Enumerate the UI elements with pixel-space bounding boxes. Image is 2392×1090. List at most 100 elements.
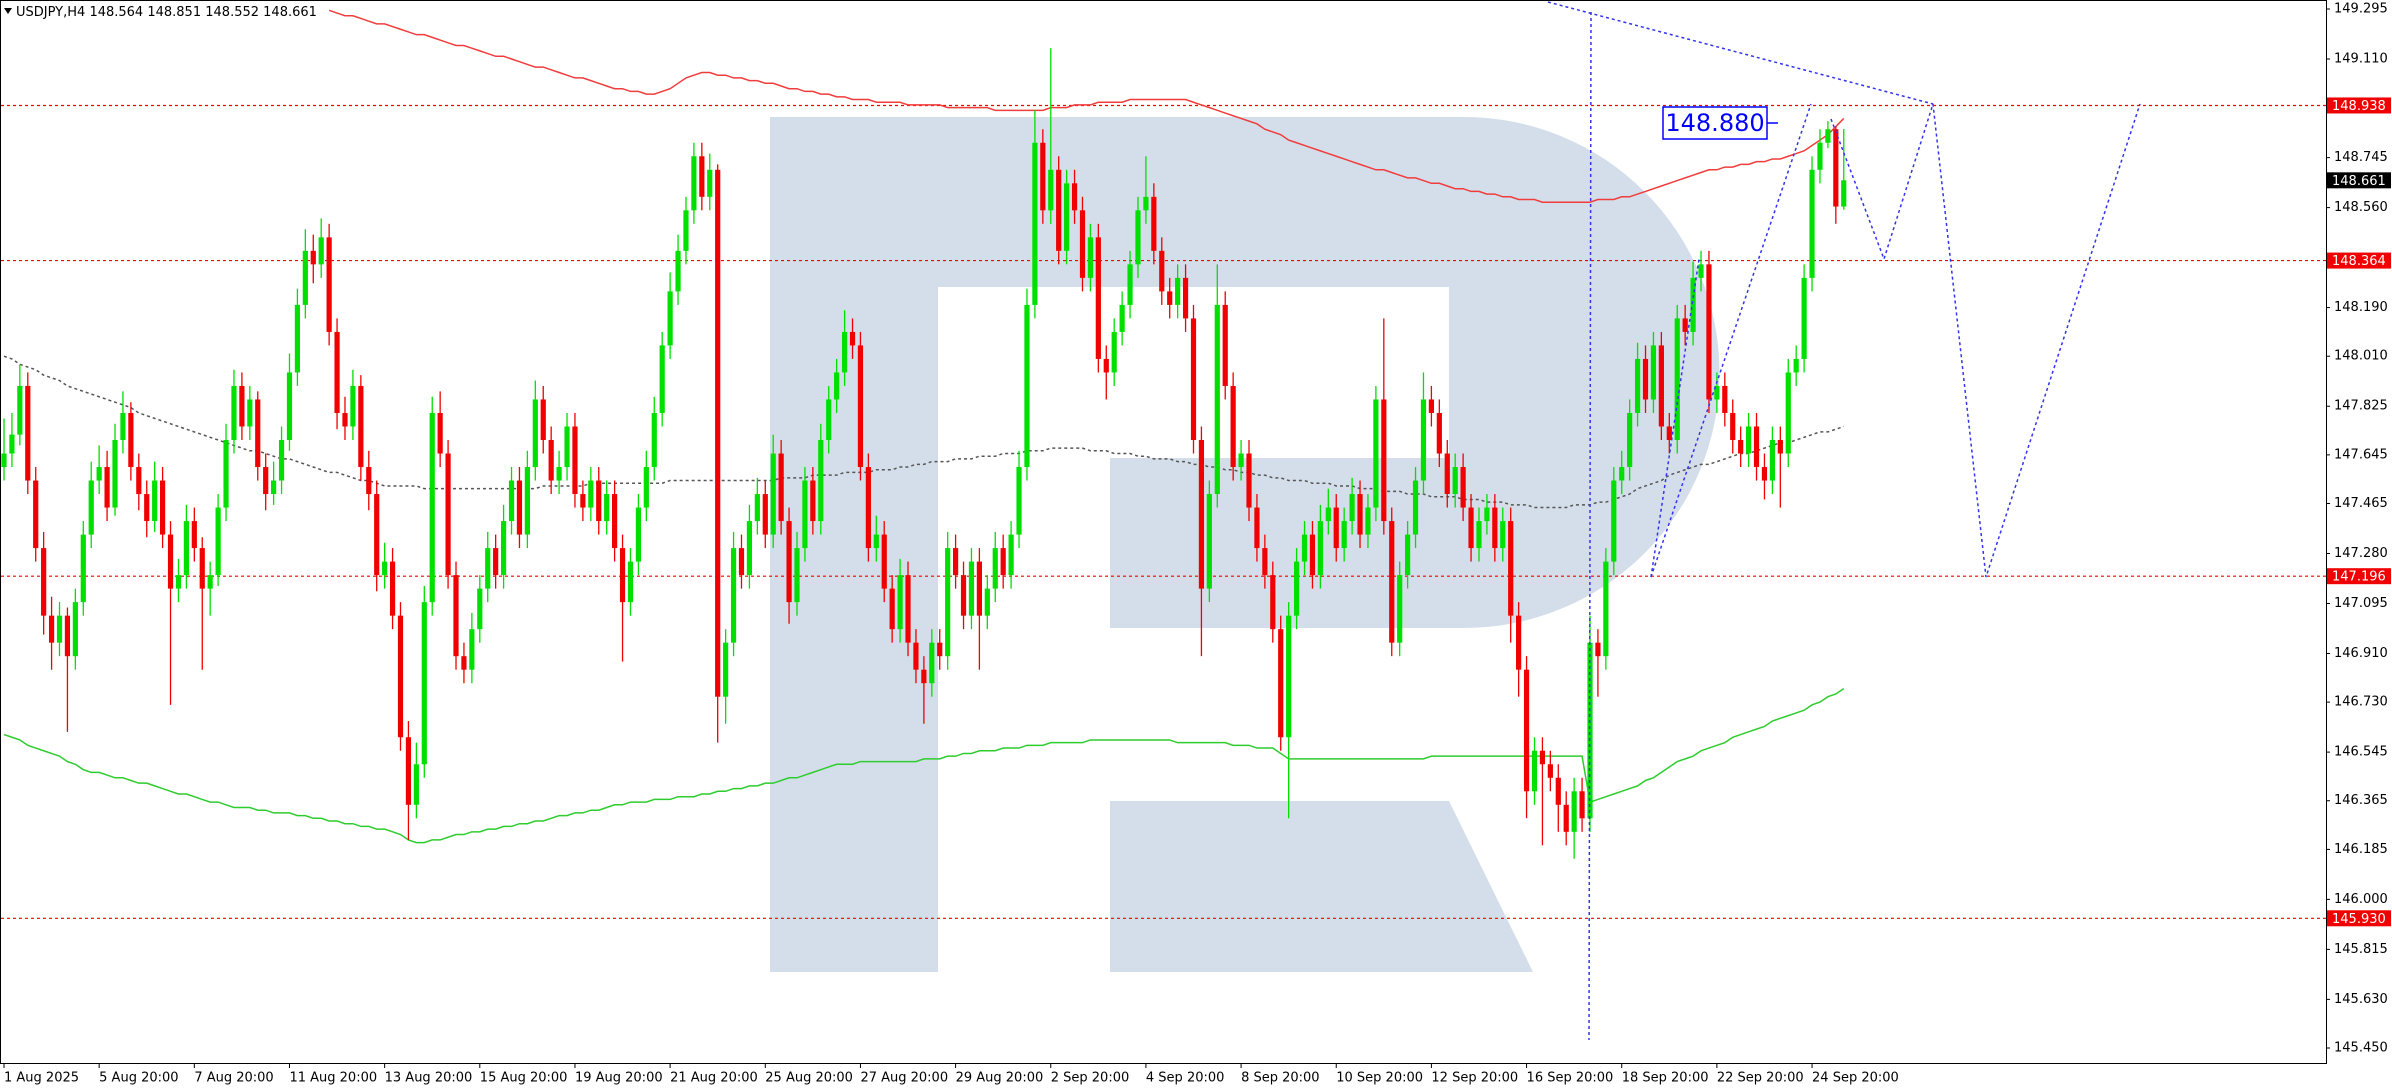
candle-body (1420, 399, 1427, 481)
candle-body (1523, 669, 1530, 792)
candle-body (223, 440, 229, 508)
candle-body (1761, 467, 1768, 481)
candle-body (1785, 372, 1791, 454)
candle-body (41, 548, 47, 616)
x-tick-label: 12 Sep 20:00 (1431, 1071, 1518, 1086)
candle-body (635, 507, 641, 562)
trend-line (1547, 1, 1934, 105)
candle-body (723, 642, 729, 697)
candle-body (421, 602, 427, 765)
x-tick-label: 13 Aug 20:00 (385, 1071, 473, 1086)
candle-body (889, 588, 895, 630)
candle-body (1500, 521, 1506, 549)
candle-body (604, 494, 610, 522)
indicator-line (3, 687, 1845, 844)
candle-body (1278, 629, 1284, 738)
candle-body (160, 480, 166, 535)
candle-body (1349, 494, 1355, 522)
candle-body (1658, 345, 1664, 427)
candle-body (1151, 196, 1157, 251)
candle-body (627, 561, 634, 603)
y-tick-label: 148.745 (2334, 150, 2388, 165)
candle-body (183, 521, 189, 576)
candle-body (207, 575, 213, 589)
candle-body (1706, 264, 1712, 400)
candle-body (976, 561, 982, 616)
candle-body (1397, 575, 1403, 643)
candle-body (1460, 467, 1466, 508)
candle-body (699, 156, 705, 197)
candle-body (9, 434, 15, 454)
y-tick-label: 148.010 (2334, 349, 2388, 364)
candle-body (1428, 399, 1434, 413)
candle-body (1389, 521, 1395, 643)
candle-body (921, 669, 927, 684)
y-tick-label: 148.560 (2334, 200, 2388, 215)
candle-body (1333, 507, 1339, 549)
candle-body (1650, 345, 1657, 400)
low-value: 148.552 (205, 5, 259, 20)
candle-body (984, 588, 990, 616)
candle-body (1484, 507, 1490, 522)
level-label-bg (2327, 910, 2391, 927)
y-tick-label: 146.910 (2334, 646, 2388, 661)
candle-body (675, 250, 681, 292)
candle-body (1833, 129, 1839, 207)
y-tick-label: 145.630 (2334, 992, 2388, 1007)
candle-body (953, 548, 959, 576)
candle-body (968, 561, 975, 616)
candles (1, 48, 1847, 859)
x-tick-label: 15 Aug 20:00 (480, 1071, 568, 1086)
watermark (770, 117, 1720, 972)
candle-body (707, 169, 713, 197)
candle-body (112, 440, 118, 508)
candle-body (794, 548, 800, 603)
candle-body (810, 480, 816, 522)
indicator-line (3, 355, 1845, 509)
candle-body (834, 372, 840, 400)
candle-body (1817, 142, 1823, 170)
candle-body (72, 602, 78, 657)
candle-body (1405, 534, 1411, 576)
candle-body (897, 575, 903, 630)
candle-body (945, 548, 951, 657)
candle-body (120, 412, 126, 441)
candle-body (1674, 318, 1680, 441)
candle-body (1634, 358, 1641, 413)
candle-body (1, 453, 7, 468)
candle-body (17, 385, 23, 435)
candle-body (1563, 804, 1569, 832)
candle-body (1016, 467, 1022, 535)
candle-body (1341, 521, 1347, 549)
candle-body (691, 156, 697, 211)
candle-body (1619, 467, 1625, 481)
candle-body (1539, 750, 1546, 765)
candle-body (33, 480, 39, 549)
y-tick-label: 146.545 (2334, 745, 2388, 760)
symbol: USDJPY,H4 (16, 5, 85, 20)
candle-body (1769, 440, 1775, 481)
candle-body (873, 534, 879, 549)
plot-frame (0, 0, 2327, 1064)
candle-body (374, 494, 380, 576)
candle-body (548, 440, 554, 481)
price-axis: 149.295 149.110 148.745 148.560 148.190 148.0… (2326, 2, 2391, 1056)
candle-body (1087, 237, 1094, 278)
candle-body (1642, 358, 1649, 400)
candle-body (342, 412, 348, 427)
y-tick-label: 146.365 (2334, 793, 2388, 808)
candle-body (469, 629, 475, 670)
candle-body (1603, 561, 1609, 657)
candle-body (1547, 764, 1553, 778)
candle-body (754, 494, 760, 522)
candle-body (263, 467, 269, 495)
candle-body (1722, 385, 1728, 413)
candle-body (1309, 534, 1316, 576)
candle-body (1103, 358, 1109, 373)
high-value: 148.851 (147, 5, 201, 20)
candle-body (25, 385, 31, 481)
candle-body (215, 507, 221, 576)
level-label: 145.930 (2332, 912, 2386, 927)
candle-body (508, 480, 515, 522)
